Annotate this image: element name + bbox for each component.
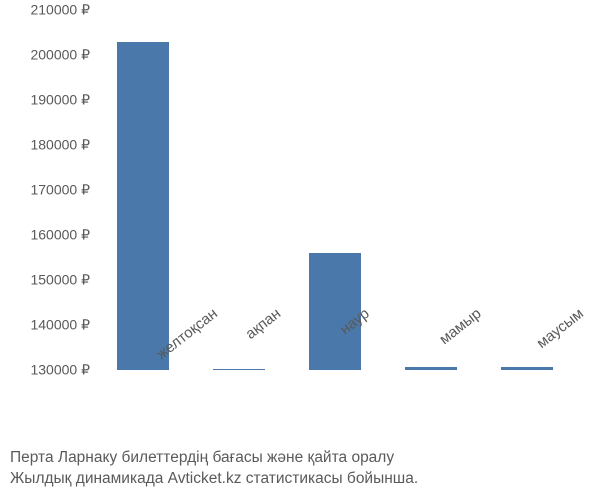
x-axis: желтоқсанақпаннаурмамырмаусым (95, 295, 575, 375)
x-tick-label: маусым (534, 305, 587, 352)
caption-line-1: Перта Ларнаку билеттердің бағасы және қа… (10, 447, 418, 469)
y-tick-label: 170000 ₽ (30, 182, 90, 199)
y-tick-label: 210000 ₽ (30, 2, 90, 19)
plot-area: 130000 ₽140000 ₽150000 ₽160000 ₽170000 ₽… (95, 10, 575, 370)
y-tick-label: 130000 ₽ (30, 362, 90, 379)
caption-line-2: Жылдық динамикада Avticket.kz статистика… (10, 468, 418, 490)
y-tick-label: 190000 ₽ (30, 92, 90, 109)
y-axis: 130000 ₽140000 ₽150000 ₽160000 ₽170000 ₽… (10, 10, 90, 370)
x-tick-label: желтоқсан (153, 305, 220, 363)
y-tick-label: 150000 ₽ (30, 272, 90, 289)
x-tick-label: наур (337, 305, 373, 338)
y-tick-label: 180000 ₽ (30, 137, 90, 154)
x-tick-label: ақпан (242, 305, 284, 343)
bar-chart: 130000 ₽140000 ₽150000 ₽160000 ₽170000 ₽… (95, 10, 575, 370)
y-tick-label: 200000 ₽ (30, 47, 90, 64)
chart-caption: Перта Ларнаку билеттердің бағасы және қа… (10, 447, 418, 490)
x-tick-label: мамыр (436, 305, 484, 348)
y-tick-label: 140000 ₽ (30, 317, 90, 334)
y-tick-label: 160000 ₽ (30, 227, 90, 244)
